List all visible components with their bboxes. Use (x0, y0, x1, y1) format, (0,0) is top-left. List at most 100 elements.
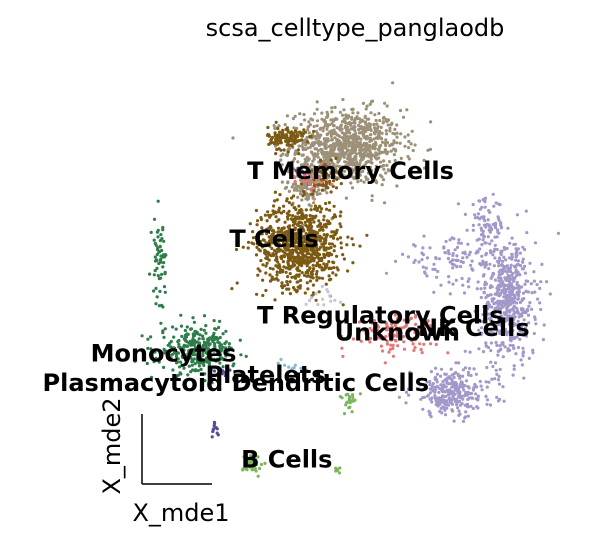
data-point (347, 328, 351, 332)
data-point (290, 255, 294, 259)
data-point (295, 217, 299, 221)
data-point (312, 164, 316, 168)
data-point (371, 179, 375, 183)
data-point (297, 144, 301, 148)
data-point (509, 269, 513, 274)
data-point (509, 334, 513, 339)
data-point (394, 259, 398, 263)
data-point (231, 136, 235, 140)
data-point (305, 179, 309, 183)
data-point (307, 224, 311, 228)
data-point (373, 337, 377, 342)
data-point (491, 327, 495, 331)
data-point (330, 106, 334, 110)
data-point (325, 167, 329, 171)
data-point (314, 137, 318, 141)
data-point (345, 125, 350, 129)
data-point (420, 351, 424, 355)
data-point (297, 263, 301, 267)
data-point (425, 274, 429, 278)
data-point (321, 168, 325, 173)
data-point (437, 257, 441, 261)
data-point (466, 373, 471, 377)
data-point (295, 289, 299, 293)
data-point (368, 326, 372, 330)
data-point (519, 358, 523, 362)
data-point (369, 157, 373, 161)
data-point (234, 247, 239, 252)
data-point (306, 158, 310, 162)
data-point (548, 292, 552, 296)
data-point (179, 360, 183, 364)
data-point (176, 340, 180, 344)
data-point (528, 301, 532, 305)
data-point (263, 213, 267, 217)
data-point (511, 293, 516, 297)
data-point (457, 238, 461, 242)
data-point (340, 127, 344, 131)
data-point (256, 267, 260, 271)
data-point (501, 269, 505, 274)
data-point (365, 134, 369, 138)
data-point (296, 195, 300, 199)
data-point (452, 237, 456, 241)
data-point (304, 232, 308, 236)
data-point (324, 143, 328, 147)
data-point (430, 400, 434, 404)
data-point (338, 110, 342, 114)
data-point (197, 337, 201, 341)
data-point (333, 142, 337, 146)
data-point (433, 267, 437, 272)
data-point (496, 215, 500, 219)
data-point (296, 148, 300, 152)
data-point (350, 151, 354, 155)
data-point (266, 210, 270, 214)
data-point (218, 361, 222, 365)
data-point (308, 279, 312, 283)
data-point (473, 213, 477, 217)
data-point (272, 141, 276, 145)
data-point (370, 169, 374, 173)
data-point (397, 395, 401, 399)
data-point (416, 387, 421, 391)
data-point (368, 137, 372, 142)
data-point (508, 241, 512, 245)
data-point (317, 276, 321, 280)
data-point (453, 387, 457, 391)
data-point (180, 354, 184, 358)
data-point (345, 400, 350, 404)
data-point (321, 228, 325, 232)
data-point (302, 190, 306, 194)
data-point (421, 407, 425, 411)
data-point (290, 275, 294, 279)
data-point (154, 286, 158, 290)
data-point (293, 363, 297, 367)
data-point (315, 124, 319, 128)
data-point (510, 255, 514, 259)
data-point (268, 244, 272, 248)
data-point (398, 337, 402, 341)
data-point (497, 270, 501, 274)
data-point (448, 376, 453, 380)
data-point (266, 125, 270, 130)
data-point (463, 416, 467, 420)
data-point (207, 362, 211, 366)
data-point (149, 347, 153, 351)
data-point (359, 131, 363, 135)
data-point (490, 305, 494, 309)
data-point (331, 236, 336, 240)
data-point (521, 291, 526, 295)
data-point (303, 130, 307, 134)
data-point (364, 175, 368, 179)
data-point (367, 117, 371, 121)
data-point (222, 357, 226, 362)
data-point (316, 235, 320, 239)
data-point (525, 231, 529, 235)
data-point (303, 291, 307, 295)
data-point (359, 339, 363, 343)
data-point (305, 140, 309, 144)
data-point (201, 346, 205, 350)
data-point (264, 256, 268, 260)
data-point (287, 255, 291, 259)
data-point (516, 262, 520, 267)
